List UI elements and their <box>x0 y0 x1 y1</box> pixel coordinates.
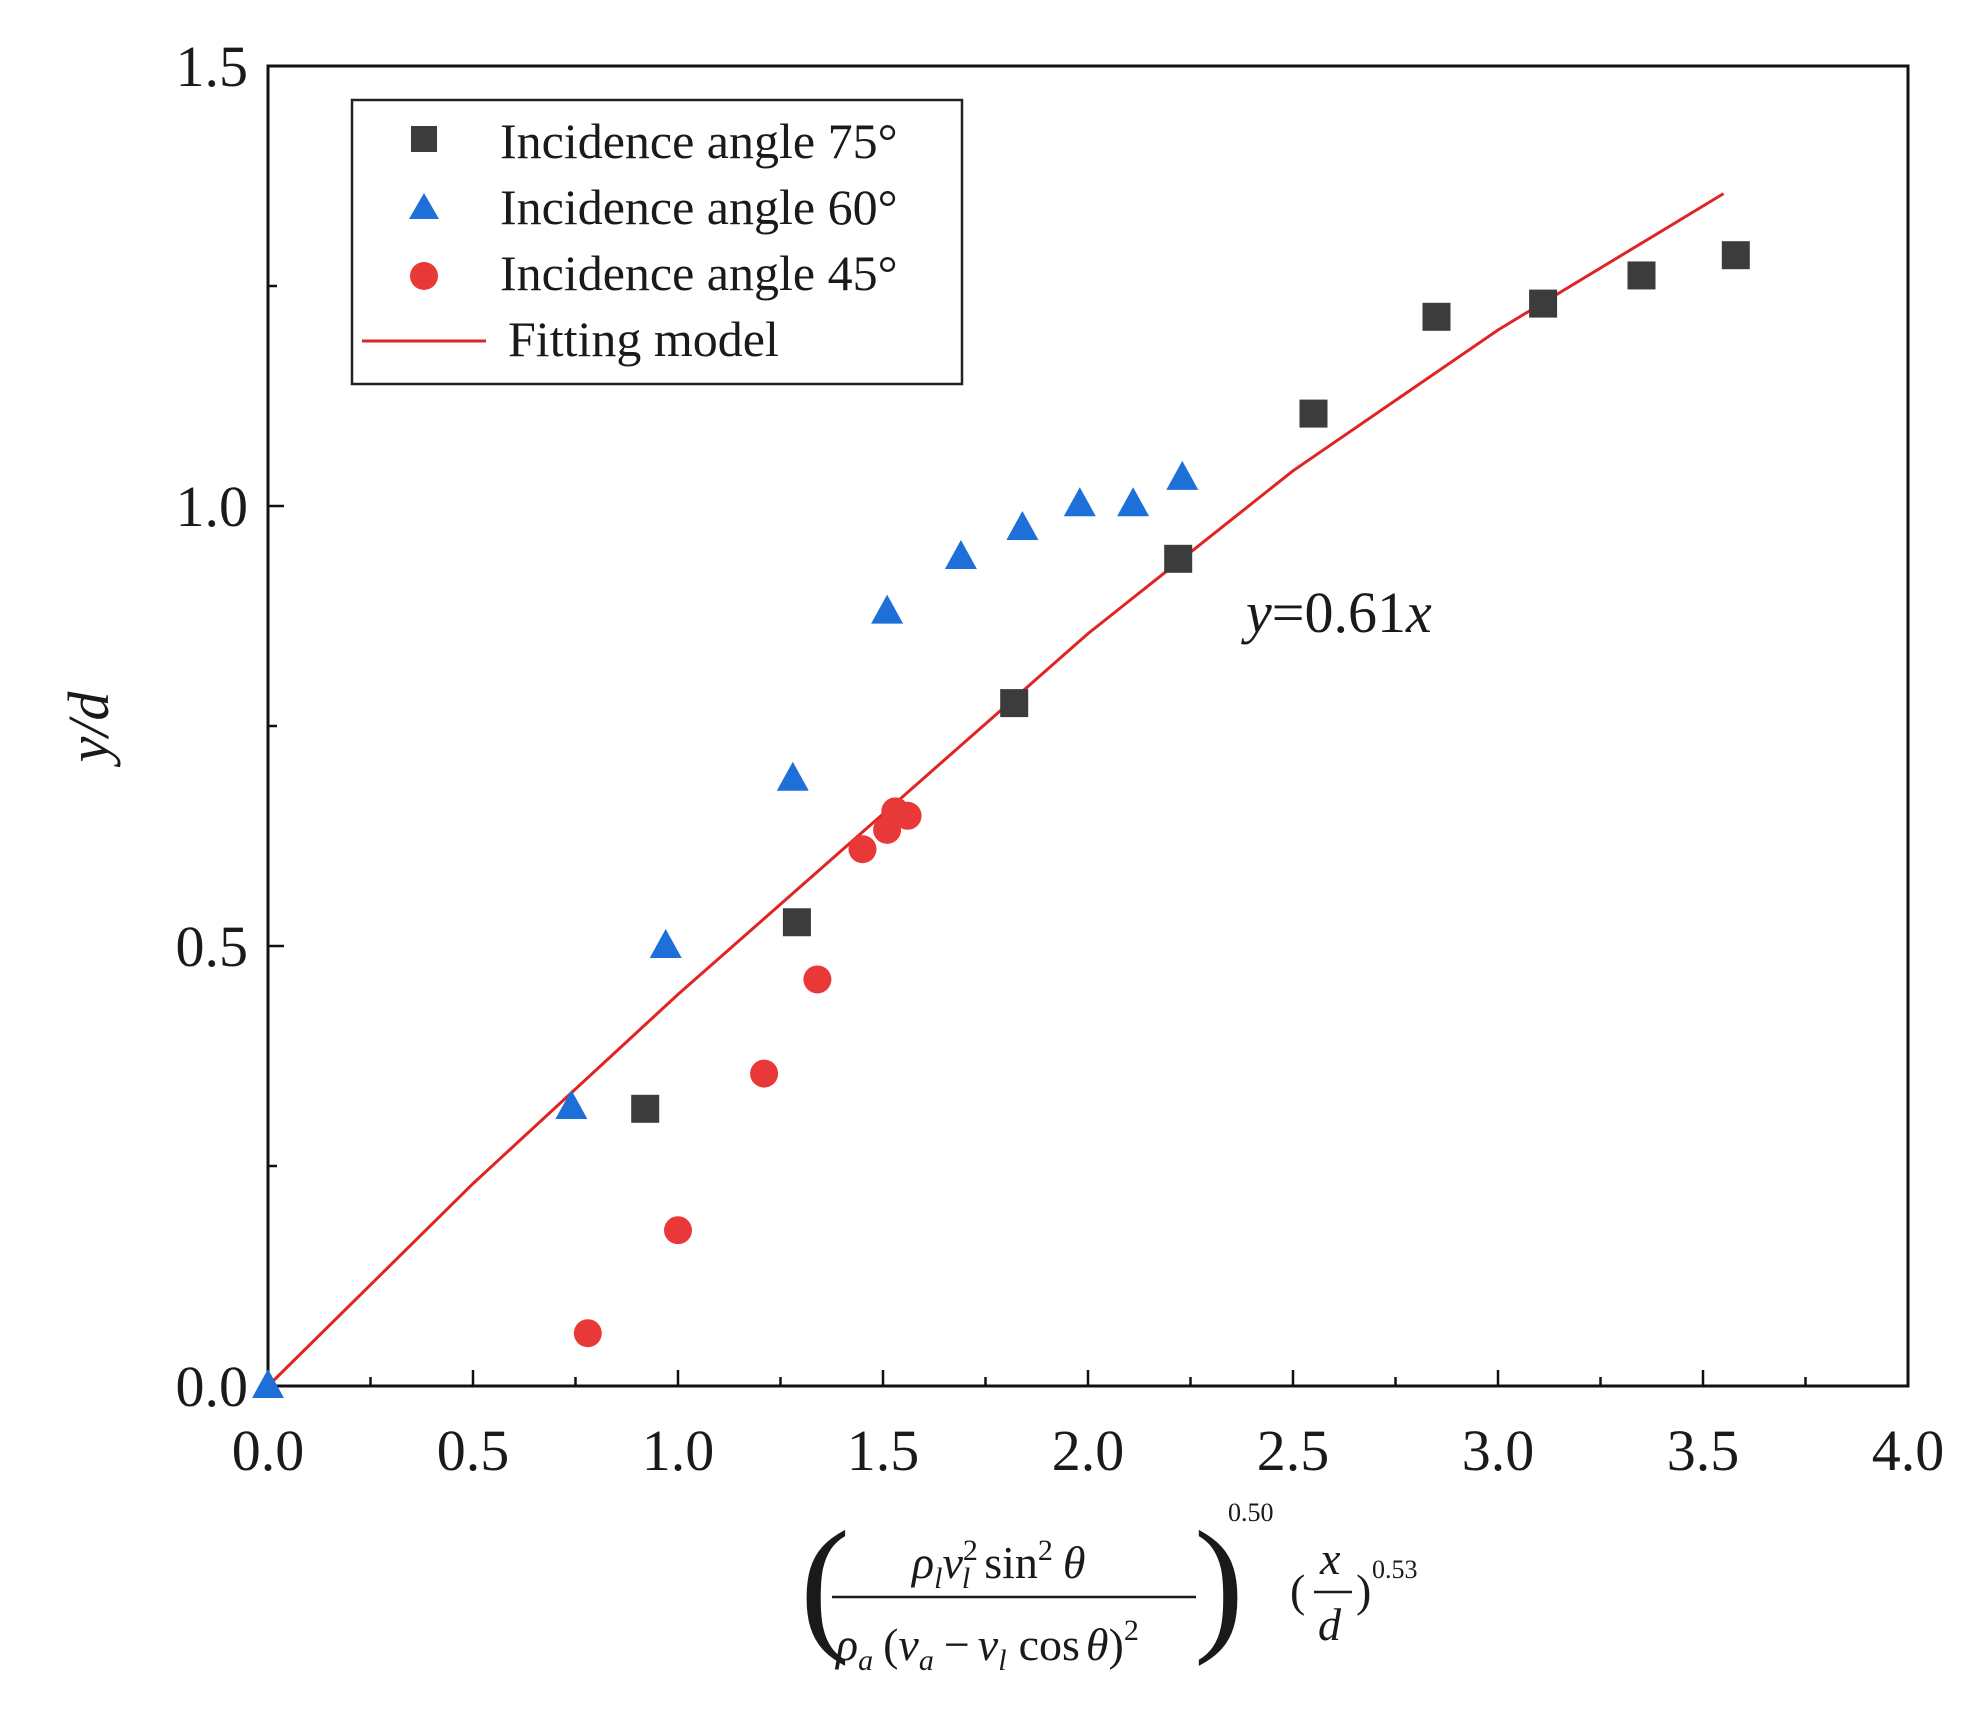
legend: Incidence angle 75° Incidence angle 60° … <box>350 98 964 386</box>
xlabel-sub-l: l <box>934 1562 942 1595</box>
legend-marker-75 <box>411 126 437 152</box>
xlabel-sin: sin <box>984 1537 1038 1588</box>
x-tick-label: 2.5 <box>1257 1418 1330 1483</box>
xlabel-v: v <box>942 1537 963 1588</box>
xlabel-cos: cos <box>1019 1619 1080 1670</box>
y-tick-label: 1.5 <box>176 34 249 99</box>
xlabel-drparen: ) <box>1109 1619 1124 1670</box>
xlabel-v-a: v <box>898 1619 919 1670</box>
data-point-circle <box>893 801 922 830</box>
data-point-square <box>1164 544 1193 573</box>
legend-label-60: Incidence angle 60° <box>500 179 898 235</box>
x-tick-label: 3.0 <box>1462 1418 1535 1483</box>
xlabel-sub-l2: l <box>962 1562 970 1595</box>
axis-ticks <box>266 64 1910 1388</box>
x-tick-label: 0.5 <box>437 1418 510 1483</box>
data-point-triangle <box>649 929 682 958</box>
xlabel-rho-l: ρ <box>910 1537 934 1588</box>
data-point-circle <box>573 1319 602 1348</box>
fit-line <box>266 192 1725 1388</box>
data-point-triangle <box>1006 511 1039 540</box>
data-point-triangle <box>1117 487 1150 517</box>
xlabel-sub-l3: l <box>998 1644 1006 1677</box>
xlabel-sup2c: 2 <box>1124 1614 1139 1647</box>
data-point-square <box>1299 399 1328 428</box>
data-point-triangle <box>1063 487 1096 517</box>
xlabel-sub-a2: a <box>919 1644 934 1677</box>
y-tick-label: 0.0 <box>176 1354 249 1419</box>
xlabel-exp-053: 0.53 <box>1372 1555 1418 1584</box>
xlabel-sub-a: a <box>858 1644 873 1677</box>
data-point-triangle <box>555 1090 588 1120</box>
y-tick-label: 0.5 <box>176 914 249 979</box>
x-axis-label: ( ) ρlv2 l sin2 θ ρa (va − vl cos θ)2 0.50 ( x d… <box>800 1498 1418 1677</box>
xlabel-big-rparen: ) <box>1194 1501 1244 1667</box>
fit-equation: y=0.61x <box>1241 580 1432 645</box>
xlabel-xd-rparen: ) <box>1356 1565 1371 1616</box>
data-point-triangle <box>944 540 977 570</box>
xlabel-theta2: θ <box>1086 1619 1109 1670</box>
x-tick-labels: 0.0 0.5 1.0 1.5 2.0 2.5 3.0 3.5 4.0 <box>232 1418 1945 1483</box>
xlabel-xd-lparen: ( <box>1290 1565 1305 1616</box>
xlabel-sup2: 2 <box>963 1534 978 1567</box>
data-point-square <box>1422 302 1451 331</box>
legend-label-fit: Fitting model <box>508 311 779 367</box>
xlabel-dlparen: ( <box>883 1619 898 1670</box>
data-point-square <box>1000 689 1029 718</box>
data-point-square <box>1721 241 1750 270</box>
y-axis-label: y/d <box>56 691 121 768</box>
data-point-triangle <box>1166 460 1199 490</box>
y-tick-label: 1.0 <box>176 474 249 539</box>
x-tick-label: 3.5 <box>1667 1418 1740 1483</box>
xlabel-theta: θ <box>1063 1537 1086 1588</box>
legend-marker-60 <box>409 193 439 219</box>
x-tick-label: 4.0 <box>1872 1418 1945 1483</box>
x-tick-label: 0.0 <box>232 1418 305 1483</box>
data-markers <box>252 241 1750 1398</box>
xlabel-minus: − <box>944 1619 970 1670</box>
x-tick-label: 1.0 <box>642 1418 715 1483</box>
data-point-circle <box>664 1216 692 1245</box>
xlabel-v-l: v <box>978 1619 999 1670</box>
xlabel-rho-a: ρ <box>834 1619 858 1670</box>
data-point-triangle <box>776 761 809 791</box>
legend-box <box>350 98 964 386</box>
data-point-circle <box>803 965 832 994</box>
data-point-square <box>1529 289 1558 318</box>
legend-marker-45 <box>410 262 438 290</box>
xlabel-sup2b: 2 <box>1038 1534 1053 1567</box>
data-point-square <box>782 908 811 937</box>
x-tick-label: 2.0 <box>1052 1418 1125 1483</box>
xlabel-exp-050: 0.50 <box>1228 1498 1274 1527</box>
data-point-triangle <box>871 594 904 624</box>
data-point-square <box>1627 261 1656 290</box>
xlabel-x: x <box>1319 1533 1341 1584</box>
xlabel-d: d <box>1318 1599 1342 1650</box>
x-tick-label: 1.5 <box>847 1418 920 1483</box>
data-point-circle <box>750 1059 779 1088</box>
xlabel-big-lparen: ( <box>800 1501 850 1667</box>
legend-label-45: Incidence angle 45° <box>500 245 898 301</box>
data-point-triangle <box>252 1369 284 1398</box>
data-point-square <box>631 1094 660 1123</box>
legend-label-75: Incidence angle 75° <box>500 113 898 169</box>
y-tick-labels: 0.0 0.5 1.0 1.5 <box>176 34 249 1419</box>
data-point-circle <box>848 835 877 864</box>
